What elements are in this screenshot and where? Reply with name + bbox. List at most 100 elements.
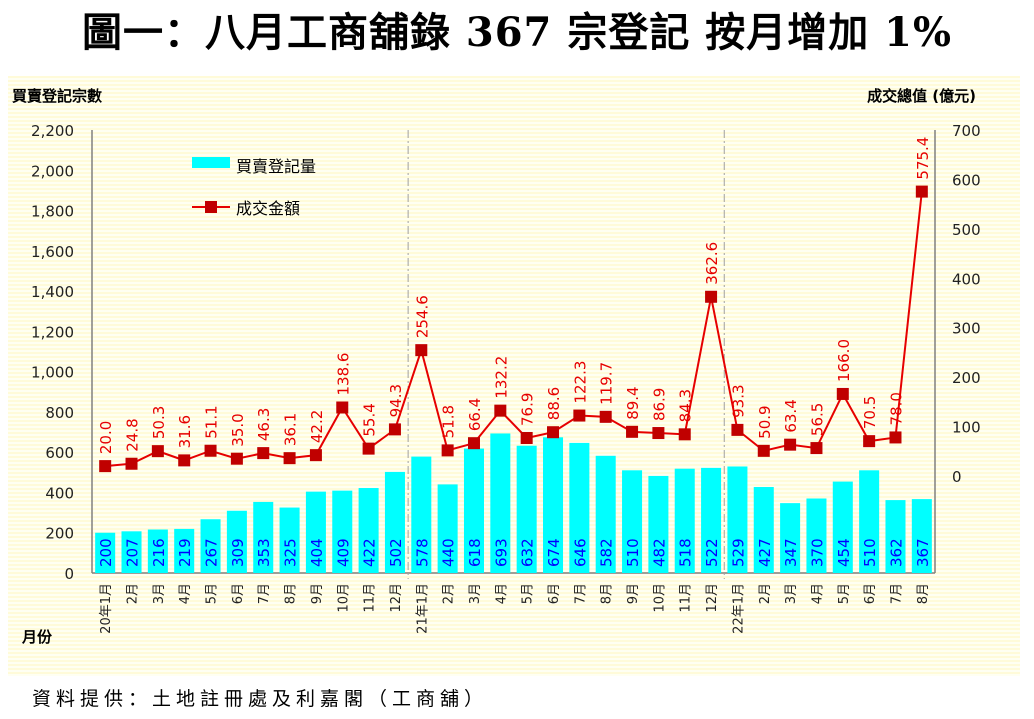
bar	[463, 448, 484, 573]
line-value-label: 51.8	[440, 405, 458, 438]
bar-value-label: 370	[808, 538, 826, 567]
x-tick-label: 20年1月	[99, 583, 114, 634]
line-marker	[204, 444, 217, 457]
line-marker	[257, 447, 270, 460]
x-tick-label: 10月	[336, 583, 351, 613]
bar-value-label: 200	[97, 538, 115, 567]
bar	[95, 532, 116, 573]
bar	[253, 501, 274, 573]
y2-tick-label: 300	[952, 320, 981, 338]
x-tick-label: 2月	[442, 583, 457, 604]
x-tick-label: 11月	[363, 583, 378, 613]
bar	[200, 519, 221, 573]
bar-value-label: 404	[308, 538, 326, 567]
bar	[384, 471, 405, 573]
bar-value-label: 309	[229, 538, 247, 567]
bar	[806, 498, 827, 573]
x-axis-title: 月份	[21, 628, 53, 646]
line-value-label: 119.7	[598, 362, 616, 405]
x-tick-label: 21年1月	[415, 583, 430, 634]
bar-value-label: 325	[282, 538, 300, 567]
line-value-label: 84.3	[677, 389, 695, 422]
x-tick-label: 22年1月	[731, 583, 746, 634]
line-value-label: 50.9	[756, 405, 774, 438]
y-tick-label: 2,000	[31, 162, 74, 180]
x-tick-label: 5月	[521, 583, 536, 604]
x-tick-label: 4月	[178, 583, 193, 604]
bar-value-label: 422	[361, 538, 379, 567]
bar-value-label: 510	[861, 538, 879, 567]
line-marker	[467, 437, 480, 450]
bar	[358, 488, 379, 573]
line-marker	[599, 410, 612, 423]
line-value-label: 66.4	[466, 398, 484, 431]
x-tick-label: 6月	[231, 583, 246, 604]
x-tick-label: 9月	[310, 583, 325, 604]
bar	[674, 468, 695, 573]
line-value-label: 35.0	[229, 413, 247, 446]
y2-tick-label: 600	[952, 171, 981, 189]
bar	[437, 484, 458, 573]
bar-value-label: 219	[176, 538, 194, 567]
line-marker	[283, 452, 296, 465]
chart-panel	[8, 76, 1020, 676]
y2-tick-label: 100	[952, 419, 981, 437]
bar-value-label: 347	[782, 538, 800, 567]
line-value-label: 362.6	[703, 242, 721, 285]
line-marker	[309, 449, 322, 462]
bar	[885, 500, 906, 573]
x-tick-label: 9月	[626, 583, 641, 604]
y2-tick-label: 500	[952, 221, 981, 239]
line-value-label: 122.3	[571, 361, 589, 404]
bar	[516, 445, 537, 573]
line-value-label: 42.2	[308, 410, 326, 443]
y2-axis-title: 成交總值 (億元)	[867, 87, 976, 105]
bar	[569, 442, 590, 573]
bar-value-label: 502	[387, 538, 405, 567]
legend-bar-swatch	[192, 157, 230, 168]
x-tick-label: 4月	[494, 583, 509, 604]
y2-tick-label: 400	[952, 270, 981, 288]
y-tick-label: 800	[45, 404, 74, 422]
labels-group: 200 207 216 219 267 309 353 325 404 409 422 502 578 4…	[97, 137, 932, 567]
bar	[226, 510, 247, 573]
bar-value-label: 367	[914, 538, 932, 567]
line-marker	[99, 460, 112, 473]
line-value-label: 86.9	[650, 388, 668, 421]
bar	[305, 491, 326, 573]
bar-value-label: 632	[519, 538, 537, 567]
bar	[279, 507, 300, 573]
legend-marker-swatch	[205, 201, 217, 213]
line-marker	[415, 344, 428, 357]
x-tick-label: 6月	[863, 583, 878, 604]
y-tick-label: 1,800	[31, 203, 74, 221]
bar-value-label: 693	[492, 538, 510, 567]
y-tick-label: 2,200	[31, 122, 74, 140]
line-marker	[336, 401, 349, 414]
y2-tick-label: 0	[952, 468, 962, 486]
bar	[595, 455, 616, 573]
legend: 買賣登記量 成交金額	[192, 157, 316, 218]
bar	[648, 475, 669, 573]
chart-title: 圖一：八月工商舖錄 367 宗登記 按月增加 1%	[81, 9, 953, 56]
line-marker	[494, 404, 507, 417]
line-marker	[678, 428, 691, 441]
line-value-label: 89.4	[624, 386, 642, 419]
x-tick-label: 3月	[468, 583, 483, 604]
line-marker	[731, 423, 744, 436]
y-tick-label: 600	[45, 444, 74, 462]
bar-value-label: 427	[756, 538, 774, 567]
y-tick-label: 1,600	[31, 243, 74, 261]
line-value-label: 76.9	[519, 393, 537, 426]
x-tick-label: 7月	[573, 583, 588, 604]
line-value-label: 20.0	[97, 421, 115, 454]
bar	[701, 467, 722, 573]
line-value-label: 575.4	[914, 137, 932, 180]
bar-value-label: 674	[545, 538, 563, 567]
bar-value-label: 362	[887, 538, 905, 567]
x-tick-label: 8月	[916, 583, 931, 604]
x-tick-label: 10月	[652, 583, 667, 613]
x-tick-label: 12月	[389, 583, 404, 613]
line-marker	[889, 431, 902, 444]
line-value-label: 36.1	[282, 413, 300, 446]
